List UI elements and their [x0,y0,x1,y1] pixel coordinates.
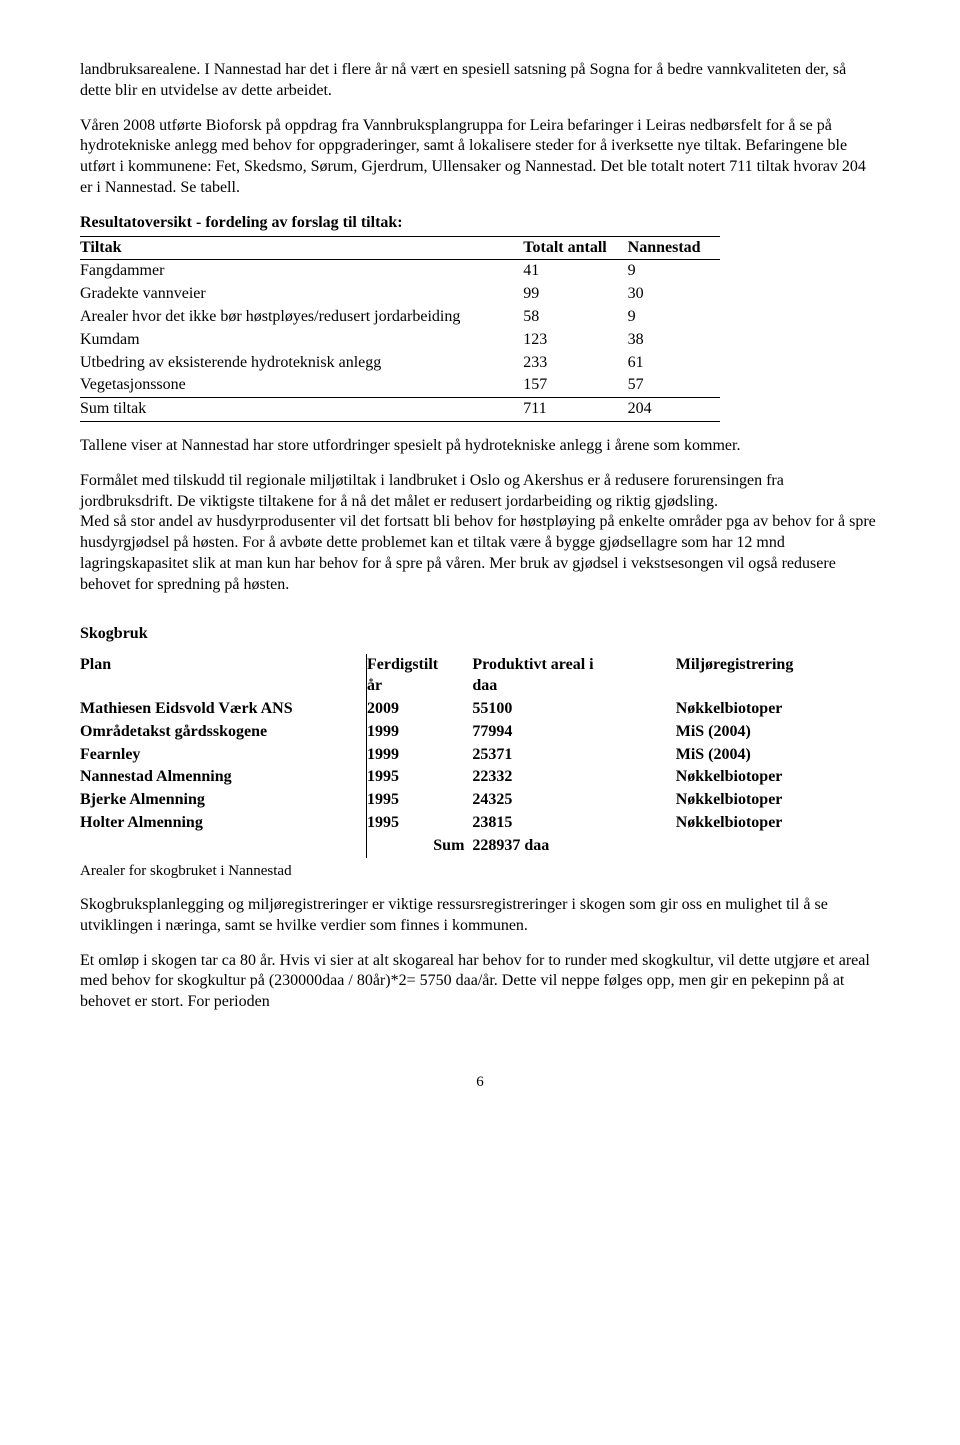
tiltak-col-0: Tiltak [80,236,523,260]
cell: Kumdam [80,329,523,352]
cell: Mathiesen Eidsvold Værk ANS [80,698,367,721]
cell: 41 [523,260,627,283]
paragraph-1: landbruksarealene. I Nannestad har det i… [80,60,880,102]
cell: 2009 [367,698,473,721]
cell: Nøkkelbiotoper [676,812,880,835]
table-row: Fangdammer 41 9 [80,260,720,283]
cell: 157 [523,374,627,397]
cell: 1995 [367,812,473,835]
cell [80,835,367,858]
paragraph-7: Et omløp i skogen tar ca 80 år. Hvis vi … [80,951,880,1013]
paragraph-4: Formålet med tilskudd til regionale milj… [80,471,880,513]
table-row: Kumdam 123 38 [80,329,720,352]
cell: 123 [523,329,627,352]
skog-head-env: Miljøregistrering [676,654,880,698]
sum-value: 228937 daa [472,835,675,858]
table-row: Nannestad Almenning 1995 22332 Nøkkelbio… [80,766,880,789]
tiltak-header-row: Tiltak Totalt antall Nannestad [80,236,720,260]
table-row: Holter Almenning 1995 23815 Nøkkelbiotop… [80,812,880,835]
skog-head-plan: Plan [80,654,367,698]
page-number: 6 [80,1073,880,1093]
table-sum-row: Sum 228937 daa [80,835,880,858]
cell: Sum tiltak [80,398,523,422]
cell: 23815 [472,812,675,835]
cell: Vegetasjonssone [80,374,523,397]
cell: Nøkkelbiotoper [676,789,880,812]
cell: 22332 [472,766,675,789]
skog-head-area: Produktivt areal idaa [472,654,675,698]
table-row: Utbedring av eksisterende hydroteknisk a… [80,352,720,375]
cell [676,835,880,858]
table-sum-row: Sum tiltak 711 204 [80,398,720,422]
paragraph-5: Med så stor andel av husdyrprodusenter v… [80,512,880,595]
table-row: Mathiesen Eidsvold Værk ANS 2009 55100 N… [80,698,880,721]
cell: 204 [628,398,720,422]
cell: Områdetakst gårdsskogene [80,721,367,744]
tiltak-col-2: Nannestad [628,236,720,260]
cell: Bjerke Almenning [80,789,367,812]
table-row: Fearnley 1999 25371 MiS (2004) [80,744,880,767]
skogbruk-title: Skogbruk [80,624,880,645]
cell: 1995 [367,766,473,789]
cell: 1995 [367,789,473,812]
cell: MiS (2004) [676,721,880,744]
cell: 61 [628,352,720,375]
tiltak-table: Tiltak Totalt antall Nannestad Fangdamme… [80,236,720,422]
cell: 233 [523,352,627,375]
table-row: Vegetasjonssone 157 57 [80,374,720,397]
cell: 25371 [472,744,675,767]
sum-label: Sum [367,835,473,858]
paragraph-6: Skogbruksplanlegging og miljøregistrerin… [80,895,880,937]
cell: Nøkkelbiotoper [676,698,880,721]
table-row: Arealer hvor det ikke bør høstpløyes/red… [80,306,720,329]
cell: 1999 [367,744,473,767]
skog-head-year: Ferdigstiltår [367,654,473,698]
cell: 1999 [367,721,473,744]
table-row: Gradekte vannveier 99 30 [80,283,720,306]
tiltak-col-1: Totalt antall [523,236,627,260]
cell: Nannestad Almenning [80,766,367,789]
tiltak-heading: Resultatoversikt - fordeling av forslag … [80,213,880,234]
cell: 711 [523,398,627,422]
cell: Fearnley [80,744,367,767]
cell: 24325 [472,789,675,812]
cell: 57 [628,374,720,397]
cell: Holter Almenning [80,812,367,835]
cell: MiS (2004) [676,744,880,767]
cell: 99 [523,283,627,306]
skogbruk-caption: Arealer for skogbruket i Nannestad [80,862,880,882]
skogbruk-table: Plan Ferdigstiltår Produktivt areal idaa… [80,654,880,857]
cell: Gradekte vannveier [80,283,523,306]
cell: Nøkkelbiotoper [676,766,880,789]
paragraph-2: Våren 2008 utførte Bioforsk på oppdrag f… [80,116,880,199]
cell: 77994 [472,721,675,744]
cell: 30 [628,283,720,306]
paragraph-3: Tallene viser at Nannestad har store utf… [80,436,880,457]
skog-header-row: Plan Ferdigstiltår Produktivt areal idaa… [80,654,880,698]
cell: 55100 [472,698,675,721]
cell: 9 [628,306,720,329]
cell: 9 [628,260,720,283]
cell: Arealer hvor det ikke bør høstpløyes/red… [80,306,523,329]
cell: Fangdammer [80,260,523,283]
cell: 58 [523,306,627,329]
table-row: Områdetakst gårdsskogene 1999 77994 MiS … [80,721,880,744]
table-row: Bjerke Almenning 1995 24325 Nøkkelbiotop… [80,789,880,812]
cell: 38 [628,329,720,352]
cell: Utbedring av eksisterende hydroteknisk a… [80,352,523,375]
